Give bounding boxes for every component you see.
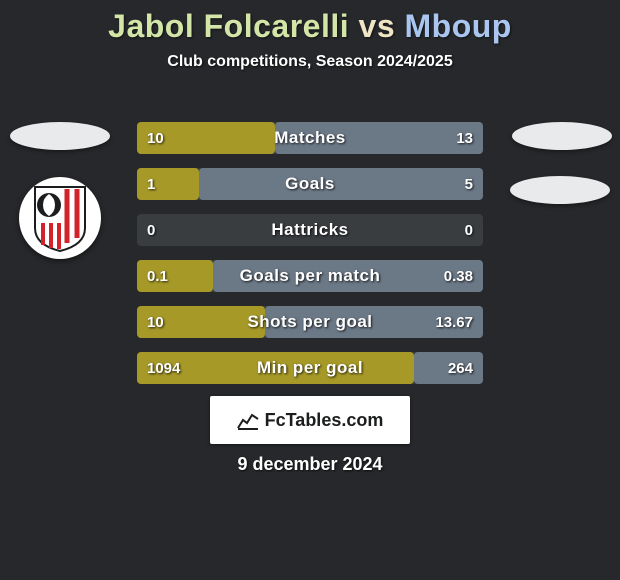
stat-right-fill bbox=[213, 260, 483, 292]
comparison-bars: 1013Matches15Goals00Hattricks0.10.38Goal… bbox=[137, 122, 483, 398]
site-logo: FcTables.com bbox=[210, 396, 410, 444]
stat-right-value: 264 bbox=[448, 352, 473, 384]
stat-row: 1013Matches bbox=[137, 122, 483, 154]
subtitle: Club competitions, Season 2024/2025 bbox=[0, 53, 620, 71]
title-player-b: Mboup bbox=[405, 8, 512, 44]
stat-right-value: 13.67 bbox=[435, 306, 473, 338]
stat-right-value: 13 bbox=[456, 122, 473, 154]
player-b-badge-placeholder-2 bbox=[510, 176, 610, 204]
title-vs: vs bbox=[359, 8, 396, 44]
stat-right-value: 0.38 bbox=[444, 260, 473, 292]
stat-left-value: 1094 bbox=[147, 352, 180, 384]
stat-left-value: 1 bbox=[147, 168, 155, 200]
stat-row: 1094264Min per goal bbox=[137, 352, 483, 384]
stat-row: 0 0Hattricks bbox=[137, 214, 483, 246]
stat-right-value: 0 bbox=[465, 214, 473, 246]
stat-left-value: 0 bbox=[147, 214, 155, 246]
stat-row: 1013.67Shots per goal bbox=[137, 306, 483, 338]
page-title: Jabol Folcarelli vs Mboup bbox=[0, 0, 620, 45]
chart-line-icon bbox=[237, 410, 259, 430]
comparison-card: Jabol Folcarelli vs Mboup Club competiti… bbox=[0, 0, 620, 580]
club-crest bbox=[19, 177, 101, 259]
stat-right-fill bbox=[275, 122, 483, 154]
stat-label: Hattricks bbox=[137, 214, 483, 246]
stat-left-value: 0.1 bbox=[147, 260, 168, 292]
stat-left-value: 10 bbox=[147, 306, 164, 338]
stat-row: 15Goals bbox=[137, 168, 483, 200]
date-text: 9 december 2024 bbox=[0, 454, 620, 475]
title-player-a: Jabol Folcarelli bbox=[108, 8, 349, 44]
stat-left-value: 10 bbox=[147, 122, 164, 154]
stat-right-value: 5 bbox=[465, 168, 473, 200]
site-name: FcTables.com bbox=[265, 410, 384, 431]
player-b-badge-placeholder-1 bbox=[512, 122, 612, 150]
stat-right-fill bbox=[199, 168, 483, 200]
player-a-badge-placeholder bbox=[10, 122, 110, 150]
club-crest-icon bbox=[31, 183, 89, 253]
stat-row: 0.10.38Goals per match bbox=[137, 260, 483, 292]
